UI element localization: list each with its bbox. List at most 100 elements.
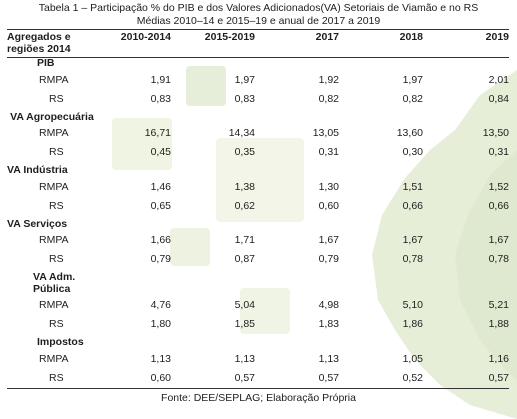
cell: 0,78 <box>488 253 509 265</box>
cell: 1,88 <box>488 318 509 330</box>
cell: 0,87 <box>234 253 255 265</box>
cell: 1,30 <box>318 180 339 193</box>
cell: 0,45 <box>150 146 171 158</box>
group-name-text: VA Agropecuária <box>10 110 94 123</box>
row-label: RMPA <box>39 299 69 311</box>
cell: 0,30 <box>402 146 423 158</box>
row-label: RMPA <box>39 352 69 365</box>
cell: 13,50 <box>482 127 509 139</box>
cell: 1,71 <box>234 234 255 246</box>
group-name: VA Serviços <box>7 217 68 230</box>
cell: 1,86 <box>402 318 423 330</box>
cell: 0,78 <box>402 253 423 265</box>
table-row: RMPA 16,71 14,34 13,05 13,60 13,50 <box>7 124 509 143</box>
row-label: RS <box>49 92 64 105</box>
bg-square-2 <box>186 66 226 106</box>
source-footnote: Fonte: DEE/SEPLAG; Elaboração Própria <box>161 391 356 404</box>
cell: 1,52 <box>488 180 509 193</box>
row-label: RMPA <box>39 73 69 86</box>
cell: 1,13 <box>234 352 255 365</box>
row-label: RS <box>49 253 64 265</box>
cell: 1,97 <box>234 73 255 86</box>
header-2019: 2019 <box>485 31 509 43</box>
group-name: PIB <box>37 57 55 69</box>
cell: 1,92 <box>318 73 339 86</box>
table-body: PIB RMPA 1,91 1,97 1,92 1,97 2,01 RS 0,8… <box>7 57 509 389</box>
cell: 5,21 <box>488 299 509 311</box>
cell: 1,67 <box>488 234 509 246</box>
table-caption: Tabela 1 – Participação % do PIB e dos V… <box>0 0 517 28</box>
group-name: VA Adm. Pública <box>7 269 509 296</box>
header-2018: 2018 <box>399 31 423 43</box>
table-row: RS 0,79 0,87 0,79 0,78 0,78 <box>7 250 509 269</box>
cell: 0,82 <box>402 92 423 105</box>
group-header-row: VA Adm. Pública <box>7 269 509 296</box>
cell: 1,83 <box>318 318 339 330</box>
cell: 1,46 <box>150 180 171 193</box>
cell: 1,38 <box>234 180 255 193</box>
group-name: Impostos <box>37 336 84 348</box>
cell: 1,51 <box>402 180 423 193</box>
cell: 0,57 <box>234 371 255 384</box>
cell: 16,71 <box>144 127 171 139</box>
cell: 0,35 <box>234 146 255 158</box>
cell: 0,79 <box>318 253 339 265</box>
cell: 0,66 <box>402 199 423 212</box>
cell: 0,60 <box>318 199 339 212</box>
table-row: RMPA 1,66 1,71 1,67 1,67 1,67 <box>7 231 509 250</box>
cell: 0,31 <box>318 146 339 158</box>
cell: 0,82 <box>318 92 339 105</box>
row-label: RS <box>49 146 64 158</box>
cell: 0,57 <box>488 371 509 384</box>
caption-line-2: Médias 2010–14 e 2015–19 e anual de 2017… <box>136 15 381 27</box>
row-label: RS <box>49 199 64 212</box>
cell: 1,13 <box>318 352 339 365</box>
group-name: VA Agropecuária <box>7 109 509 125</box>
cell: 0,52 <box>402 371 423 384</box>
cell: 1,16 <box>488 352 509 365</box>
header-row: Agregados e regiões 2014 2010-2014 2015-… <box>7 29 509 58</box>
cell: 1,85 <box>234 318 255 330</box>
bg-square-4 <box>170 228 210 266</box>
table-row: RMPA 1,13 1,13 1,13 1,05 1,16 <box>7 350 509 369</box>
cell: 0,31 <box>488 146 509 158</box>
table-row: RS 0,83 0,83 0,82 0,82 0,84 <box>7 90 509 109</box>
group-header-row: PIB <box>7 57 509 71</box>
cell: 13,60 <box>396 127 423 139</box>
cell: 0,79 <box>150 253 171 265</box>
cell: 0,83 <box>150 92 171 105</box>
row-label: RMPA <box>39 127 69 139</box>
cell: 0,62 <box>234 199 255 212</box>
table-document: Tabela 1 – Participação % do PIB e dos V… <box>0 0 517 404</box>
table-row: RS 0,60 0,57 0,57 0,52 0,57 <box>7 369 509 389</box>
row-label: RS <box>49 371 64 384</box>
group-header-row: VA Agropecuária <box>7 109 509 125</box>
cell: 1,67 <box>402 234 423 246</box>
cell: 1,05 <box>402 352 423 365</box>
bg-square-1 <box>112 118 172 170</box>
cell: 0,83 <box>234 92 255 105</box>
table-row: RMPA 1,91 1,97 1,92 1,97 2,01 <box>7 71 509 90</box>
group-header-row: VA Indústria <box>7 162 509 178</box>
header-agregados: Agregados e regiões 2014 <box>7 31 71 55</box>
table-row: RS 0,45 0,35 0,31 0,30 0,31 <box>7 143 509 162</box>
group-name: VA Indústria <box>7 164 68 176</box>
cell: 1,91 <box>150 73 171 86</box>
cell: 4,76 <box>150 299 171 311</box>
group-name-text: VA Adm. Pública <box>33 271 76 295</box>
cell: 0,66 <box>488 199 509 212</box>
group-header-row: VA Serviços <box>7 216 509 232</box>
cell: 5,04 <box>234 299 255 311</box>
header-2017: 2017 <box>315 31 339 43</box>
cell: 5,10 <box>402 299 423 311</box>
table-row: RS 0,65 0,62 0,60 0,66 0,66 <box>7 197 509 216</box>
cell: 13,05 <box>312 127 339 139</box>
table-row: RMPA 4,76 5,04 4,98 5,10 5,21 <box>7 296 509 315</box>
cell: 1,13 <box>150 352 171 365</box>
bg-square-5 <box>240 288 290 334</box>
bg-square-3 <box>216 138 304 222</box>
row-label: RS <box>49 318 64 330</box>
cell: 0,65 <box>150 199 171 212</box>
header-2015-2019: 2015-2019 <box>204 31 255 43</box>
